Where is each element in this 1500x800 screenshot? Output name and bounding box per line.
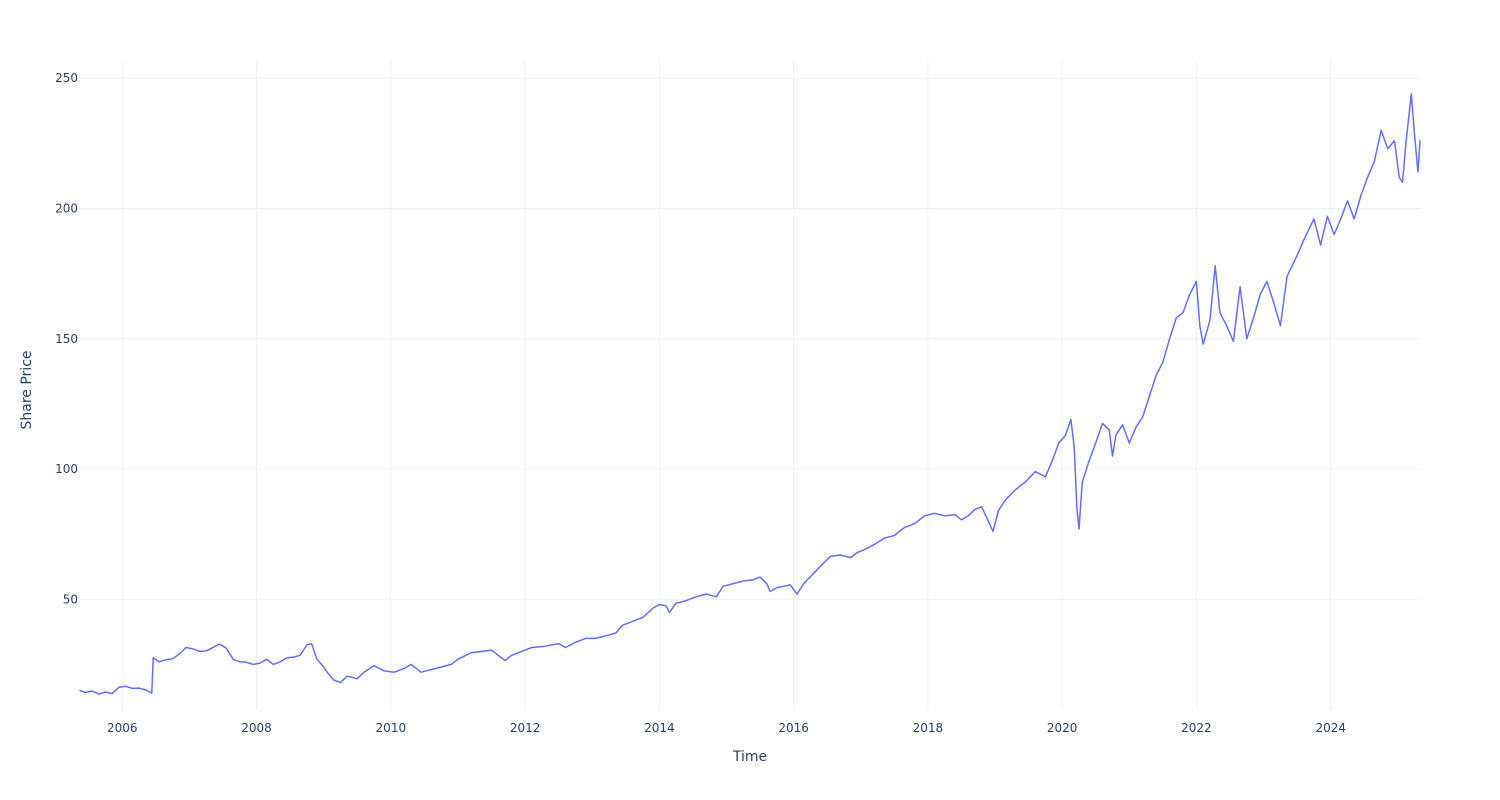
- x-tick-label: 2024: [1315, 721, 1346, 735]
- y-tick-labels: 50 100 150 200 250: [55, 71, 78, 606]
- y-tick-label: 50: [63, 592, 78, 606]
- x-tick-label: 2014: [644, 721, 675, 735]
- x-tick-label: 2010: [376, 721, 407, 735]
- x-tick-label: 2020: [1047, 721, 1078, 735]
- x-tick-label: 2012: [510, 721, 541, 735]
- y-tick-label: 100: [55, 462, 78, 476]
- series-layer: [79, 93, 1421, 695]
- y-tick-label: 200: [55, 201, 78, 215]
- x-tick-label: 2022: [1181, 721, 1212, 735]
- x-grid-lines: [121, 60, 1332, 710]
- x-tick-label: 2006: [107, 721, 138, 735]
- y-tick-label: 250: [55, 71, 78, 85]
- y-grid-lines: [80, 77, 1420, 600]
- y-axis-title: Share Price: [19, 350, 35, 429]
- x-tick-label: 2018: [913, 721, 944, 735]
- x-tick-label: 2008: [241, 721, 272, 735]
- x-axis-title: Time: [732, 749, 767, 765]
- share-price-line: [79, 93, 1421, 695]
- x-tick-label: 2016: [778, 721, 809, 735]
- y-tick-label: 150: [55, 332, 78, 346]
- x-tick-labels: 2006 2008 2010 2012 2014 2016 2018 2020 2022 2024: [107, 721, 1346, 735]
